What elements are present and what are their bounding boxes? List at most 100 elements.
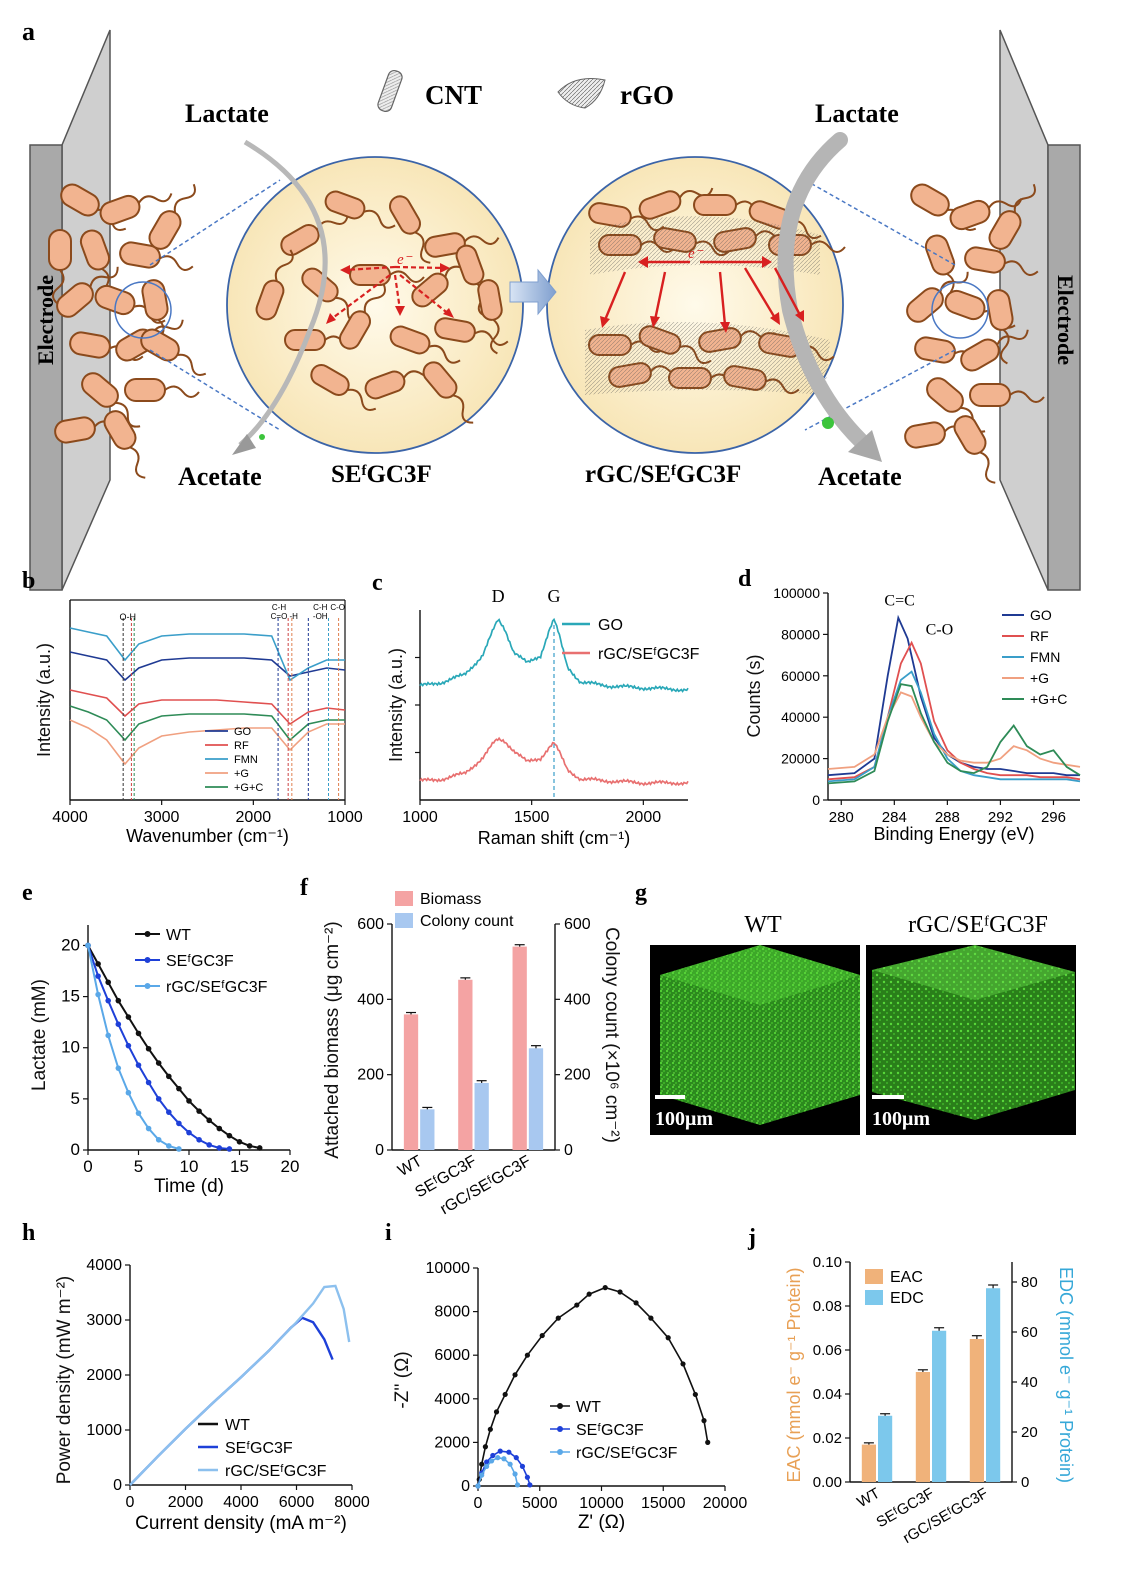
bacterium [99,193,173,226]
data-point [519,1463,526,1469]
panel-i: i 0 5000 10000 15000 20000 0 2000 4000 6000 8000 10… [385,1220,747,1533]
x-axis-label: Wavenumber (cm⁻¹) [126,826,289,846]
y-tick-label: 0 [461,1478,470,1495]
lactate-left: Lactate [185,99,269,128]
legend-marker [557,1449,563,1455]
legend-label: +G+C [1030,691,1067,707]
y-tick-label: 0 [812,792,820,808]
data-point [125,1014,132,1020]
microscopy-left-image [660,945,860,1125]
category-label: rGC/SEᶠGC3F [437,1153,534,1219]
y-axis-label: Counts (s) [744,654,764,737]
legend-label: WT [576,1399,601,1416]
scale-bar-right [872,1095,904,1099]
data-point [495,1455,501,1461]
bacterium [389,325,461,364]
data-point [487,1426,493,1432]
y-tick-label: 4000 [86,1257,122,1274]
legend-label: FMN [234,754,258,766]
x-tick-label: 6000 [279,1494,315,1511]
bacterium [339,283,386,350]
data-point [501,1456,507,1462]
electron-label-left: e⁻ [397,252,413,268]
spectrum-GO [69,651,346,682]
electron-arrowheads-left [326,263,454,324]
bacterium [434,317,509,346]
bacterium [56,266,119,318]
peak-label: C=C [884,592,914,609]
bar-Biomass [512,946,527,1150]
legend-label: +G [1030,670,1049,686]
legend-label: GO [1030,607,1052,623]
y-tick-label: 8000 [434,1304,470,1321]
legend-label: FMN [1030,649,1060,665]
legend-swatch [395,913,413,928]
data-point [135,1030,142,1037]
data-point [145,1045,152,1052]
strain-label-right: rGC/SEᶠGC3F [585,461,741,488]
panel-letter-h: h [22,1220,35,1246]
bacterium [324,190,396,229]
bacterium [364,368,438,400]
right-green-dot [822,417,834,429]
legend-cnt: CNT [425,80,482,110]
bacterium [969,383,1045,407]
data-point [105,1032,111,1039]
x-tick-label: 4000 [223,1494,259,1511]
y-tick-label: 0.10 [813,1254,842,1271]
data-point [555,1315,561,1321]
legend-label: GO [598,617,623,634]
data-point [155,1096,162,1102]
x-tick-label: 2000 [626,809,662,826]
data-point [105,997,111,1004]
bacterium [693,194,771,216]
y-axis-label: Power density (mW m⁻²) [54,1276,75,1485]
acetate-left: Acetate [178,462,262,491]
bacterium [119,241,194,271]
bar-Colony count [474,1082,489,1150]
microscopy-title-right: rGC/SEᶠGC3F [908,912,1048,938]
acetate-right: Acetate [818,462,902,491]
data-point [665,1335,671,1341]
peak-label-g: G [548,586,561,606]
annotation: O-H [120,612,137,622]
annotation: C-H [272,603,286,612]
data-point [115,1021,122,1028]
zoom-line-right-top [804,179,956,266]
data-point [135,1110,142,1116]
bar-Colony count [420,1109,435,1150]
data-point [176,1146,182,1152]
annotation: C=O [271,612,288,621]
bacterium [422,361,474,424]
y-tick-label: 20 [61,935,80,954]
data-point [633,1300,639,1306]
y-tick-label: 2000 [434,1434,470,1451]
bacterium [964,246,1039,276]
data-point [95,961,101,967]
left-biofilm [48,183,207,479]
power-curve-rGC/SEᶠGC3F [129,1284,351,1486]
legend-marker [144,983,151,989]
bacterium [148,183,196,250]
nyquist-rGC/SEᶠGC3F [477,1456,519,1487]
panel-b: b 4000 3000 2000 1000 Wavenumber (cm⁻¹) Intens… [22,568,363,846]
lactate-flow-right [777,132,868,448]
spectrum-+G+C [69,705,345,742]
data-point [513,1455,519,1461]
legend-label: SEᶠGC3F [225,1440,293,1457]
data-point [176,1120,182,1127]
x-axis-label: Z' (Ω) [578,1512,625,1533]
data-point [692,1391,698,1398]
data-point [506,1449,512,1455]
legend-label: SEᶠGC3F [576,1422,644,1439]
panel-h: h 0 2000 4000 6000 8000 0 1000 2000 3000 4000 Curre… [22,1220,370,1534]
x-tick-label: 20 [281,1157,300,1176]
y-axis-label: Colony count (×10⁶ cm⁻²) [601,927,622,1143]
panel-d: d 280 284 288 292 296 0 20000 40000 60000 80000 100… [738,566,1081,844]
y-tick-label: 10 [61,1038,80,1057]
x-tick-label: 0 [83,1157,92,1176]
data-point [479,1461,485,1467]
left-electrode-side [29,144,63,591]
panel-letter-g: g [635,880,647,906]
